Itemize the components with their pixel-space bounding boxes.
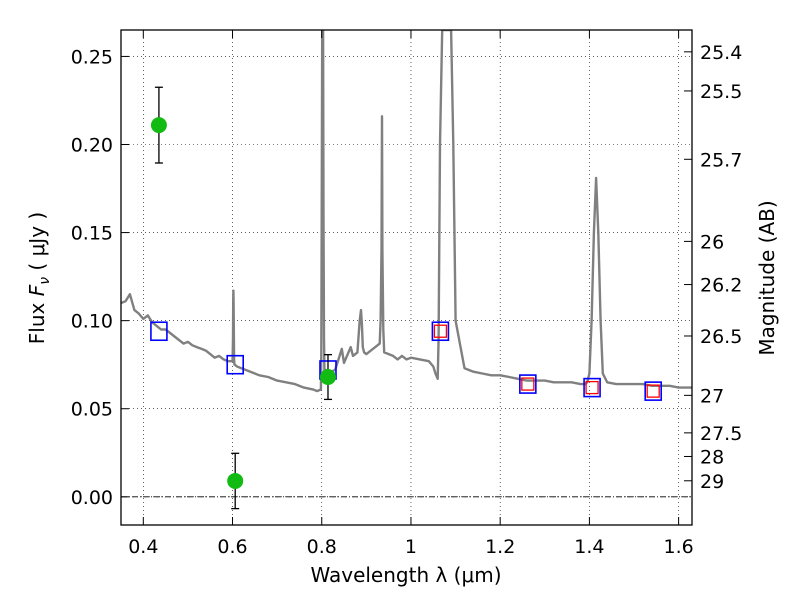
y-axis-title-prefix: Flux <box>25 296 49 344</box>
right-axis-title: Magnitude (AB) <box>755 200 779 355</box>
axis-ticks: 0.4 0.6 0.8 1 1.2 1.4 1.6 0.00 0.05 0.10 0.15 0.20 0… <box>71 30 742 558</box>
x-tick-label: 0.4 <box>128 536 158 558</box>
model-spectrum-line <box>121 30 692 393</box>
grid-lines <box>121 30 692 525</box>
measured-band-marker <box>585 380 599 395</box>
model-band-marker <box>150 321 168 342</box>
x-tick-label: 1.6 <box>664 536 694 558</box>
y-axis-title-symbol: F <box>25 284 49 296</box>
x-tick-label: 1.2 <box>485 536 515 558</box>
y-tick-label: 0.10 <box>71 311 113 333</box>
magnitude-tick-label: 27.5 <box>700 423 742 445</box>
magnitude-tick-label: 29 <box>700 471 724 493</box>
measured-band-marker <box>646 384 660 398</box>
model-band-marker <box>431 321 450 342</box>
plot-frame <box>120 29 693 526</box>
detection-point <box>227 472 244 489</box>
y-axis-title: Flux Fν ( μJy ) <box>25 212 53 344</box>
magnitude-tick-label: 26 <box>700 231 724 253</box>
x-tick-label: 1.4 <box>574 536 604 558</box>
y-axis-title-unit: ( μJy ) <box>25 212 49 277</box>
y-tick-label: 0.00 <box>71 487 113 509</box>
magnitude-tick-label: 25.4 <box>700 42 742 64</box>
magnitude-tick-label: 28 <box>700 446 724 468</box>
y-tick-label: 0.05 <box>71 399 113 421</box>
magnitude-tick-label: 26.5 <box>700 326 742 348</box>
x-tick-label: 1 <box>405 536 417 558</box>
model-band-marker <box>644 381 662 401</box>
magnitude-tick-label: 25.5 <box>700 81 742 103</box>
model-spectrum-layer <box>121 30 692 393</box>
model-band-marker <box>226 354 244 375</box>
plot-background <box>121 30 692 525</box>
magnitude-tick-label: 25.7 <box>700 149 742 171</box>
measured-band-marker <box>433 324 448 338</box>
y-tick-label: 0.25 <box>71 46 113 68</box>
detection-point <box>319 369 336 386</box>
x-tick-label: 0.8 <box>307 536 337 558</box>
magnitude-tick-label: 26.2 <box>700 275 742 297</box>
photometry-markers <box>150 86 662 510</box>
y-tick-label: 0.20 <box>71 135 113 157</box>
model-band-marker <box>583 377 601 398</box>
y-tick-label: 0.15 <box>71 223 113 245</box>
measured-band-marker <box>521 377 535 391</box>
x-tick-label: 0.6 <box>217 536 247 558</box>
detection-point <box>150 117 167 134</box>
model-band-marker <box>519 374 537 394</box>
magnitude-tick-label: 27 <box>700 385 724 407</box>
x-axis-title: Wavelength λ (μm) <box>310 563 501 587</box>
y-axis-title-subscript: ν <box>37 277 53 285</box>
